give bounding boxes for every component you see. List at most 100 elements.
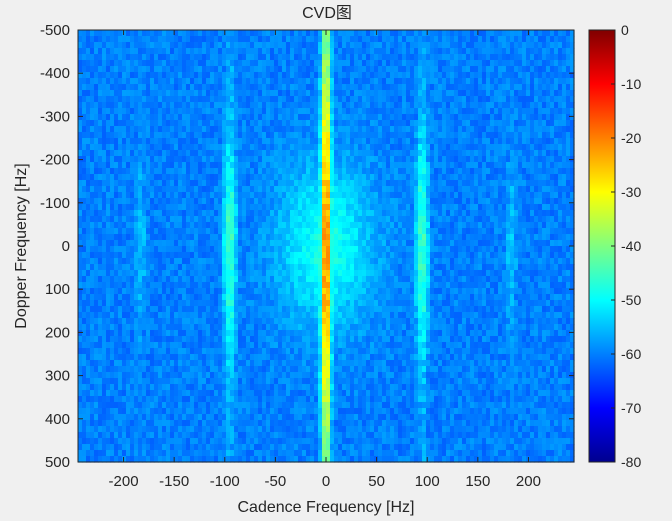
heatmap-cell	[502, 210, 507, 217]
heatmap-cell	[414, 126, 419, 133]
heatmap-cell	[106, 54, 111, 61]
heatmap-cell	[226, 66, 231, 73]
heatmap-cell	[482, 222, 487, 229]
heatmap-cell	[522, 174, 527, 181]
heatmap-cell	[494, 66, 499, 73]
heatmap-cell	[522, 222, 527, 229]
heatmap-cell	[322, 126, 327, 133]
heatmap-cell	[334, 66, 339, 73]
heatmap-cell	[90, 162, 95, 169]
heatmap-cell	[534, 30, 539, 37]
heatmap-cell	[282, 210, 287, 217]
heatmap-cell	[330, 192, 335, 199]
heatmap-cell	[342, 216, 347, 223]
heatmap-cell	[142, 66, 147, 73]
heatmap-cell	[326, 162, 331, 169]
heatmap-cell	[82, 42, 87, 49]
heatmap-cell	[366, 264, 371, 271]
heatmap-cell	[170, 60, 175, 67]
heatmap-cell	[478, 180, 483, 187]
heatmap-cell	[142, 138, 147, 145]
heatmap-cell	[518, 222, 523, 229]
heatmap-cell	[422, 264, 427, 271]
heatmap-cell	[246, 72, 251, 79]
heatmap-cell	[494, 150, 499, 157]
heatmap-cell	[550, 126, 555, 133]
heatmap-cell	[474, 168, 479, 175]
heatmap-cell	[298, 108, 303, 115]
heatmap-cell	[394, 228, 399, 235]
heatmap-cell	[206, 60, 211, 67]
heatmap-cell	[474, 108, 479, 115]
heatmap-cell	[330, 150, 335, 157]
heatmap-cell	[330, 144, 335, 151]
heatmap-cell	[226, 84, 231, 91]
heatmap-cell	[570, 222, 575, 229]
heatmap-cell	[238, 162, 243, 169]
heatmap-cell	[330, 174, 335, 181]
heatmap-cell	[430, 210, 435, 217]
heatmap-cell	[502, 156, 507, 163]
heatmap-cell	[358, 246, 363, 253]
heatmap-cell	[510, 186, 515, 193]
heatmap-plot-area[interactable]	[78, 30, 575, 463]
heatmap-cell	[270, 96, 275, 103]
heatmap-cell	[246, 30, 251, 37]
heatmap-cell	[434, 144, 439, 151]
heatmap-cell	[146, 156, 151, 163]
heatmap-cell	[402, 228, 407, 235]
heatmap-cell	[242, 210, 247, 217]
heatmap-cell	[562, 240, 567, 247]
heatmap-cell	[554, 252, 559, 259]
heatmap-cell	[342, 120, 347, 127]
heatmap-cell	[298, 174, 303, 181]
heatmap-cell	[310, 144, 315, 151]
heatmap-cell	[398, 102, 403, 109]
heatmap-cell	[354, 210, 359, 217]
heatmap-cell	[498, 246, 503, 253]
heatmap-cell	[430, 132, 435, 139]
heatmap-cell	[534, 36, 539, 43]
heatmap-cell	[158, 246, 163, 253]
heatmap-cell	[162, 180, 167, 187]
heatmap-cell	[102, 30, 107, 37]
heatmap-cell	[250, 144, 255, 151]
heatmap-cell	[182, 258, 187, 265]
heatmap-cell	[306, 36, 311, 43]
heatmap-cell	[230, 30, 235, 37]
heatmap-cell	[530, 180, 535, 187]
heatmap-cell	[234, 144, 239, 151]
heatmap-cell	[182, 156, 187, 163]
heatmap-cell	[414, 108, 419, 115]
heatmap-cell	[178, 36, 183, 43]
heatmap-cell	[310, 30, 315, 37]
heatmap-cell	[434, 258, 439, 265]
heatmap-cell	[158, 48, 163, 55]
heatmap-cell	[306, 162, 311, 169]
heatmap-cell	[398, 120, 403, 127]
heatmap-cell	[298, 48, 303, 55]
heatmap-cell	[378, 30, 383, 37]
heatmap-cell	[406, 216, 411, 223]
heatmap-cell	[418, 114, 423, 121]
heatmap-cell	[318, 156, 323, 163]
heatmap-cell	[426, 168, 431, 175]
heatmap-cell	[534, 114, 539, 121]
heatmap-cell	[438, 234, 443, 241]
heatmap-cell	[114, 132, 119, 139]
heatmap-cell	[442, 108, 447, 115]
heatmap-cell	[418, 216, 423, 223]
heatmap-cell	[362, 102, 367, 109]
heatmap-cell	[326, 204, 331, 211]
heatmap-cell	[106, 186, 111, 193]
heatmap-cell	[438, 204, 443, 211]
heatmap-cell	[170, 78, 175, 85]
heatmap-cell	[266, 186, 271, 193]
heatmap-cell	[498, 126, 503, 133]
heatmap-cell	[166, 210, 171, 217]
heatmap-cell	[110, 270, 115, 277]
heatmap-cell	[262, 246, 267, 253]
heatmap-cell	[218, 102, 223, 109]
heatmap-cell	[286, 240, 291, 247]
heatmap-cell	[526, 192, 531, 199]
